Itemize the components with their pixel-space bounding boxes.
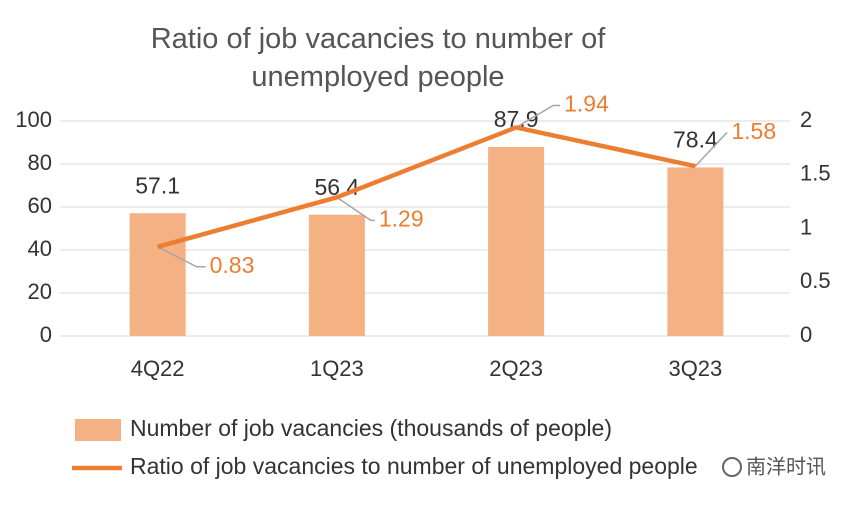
line [157, 125, 696, 249]
line-value-label: 1.29 [379, 205, 424, 231]
line-value-label: 0.83 [210, 252, 255, 278]
line-value-label: 1.94 [564, 91, 609, 117]
x-tick-label: 1Q23 [310, 356, 364, 381]
y-tick-label: 60 [28, 193, 52, 218]
y-tick-label: 0 [40, 322, 52, 347]
legend-label: Number of job vacancies (thousands of pe… [130, 415, 612, 441]
leader-line [694, 132, 728, 167]
legend-label: Ratio of job vacancies to number of unem… [130, 453, 698, 479]
bar [308, 214, 365, 336]
bar [667, 167, 724, 336]
y-tick-label: 40 [28, 236, 52, 261]
leader-line [336, 196, 375, 222]
bar [488, 147, 545, 336]
watermark-icon [722, 457, 742, 477]
legend-swatch [75, 419, 121, 441]
x-tick-label: 4Q22 [131, 356, 185, 381]
watermark-bg [718, 452, 838, 482]
line-value-label: 1.58 [731, 118, 776, 144]
y2-tick-label: 1 [800, 214, 812, 239]
y-tick-label: 20 [28, 279, 52, 304]
y2-tick-label: 2 [800, 107, 812, 132]
y2-tick-label: 1.5 [800, 161, 831, 186]
bar-value-label: 57.1 [135, 172, 180, 198]
leader-line [515, 104, 561, 129]
y-tick-label: 100 [15, 107, 52, 132]
leader-line [157, 246, 206, 268]
y2-tick-label: 0.5 [800, 268, 831, 293]
x-tick-label: 3Q23 [668, 356, 722, 381]
bar [129, 213, 186, 336]
bar-value-label: 78.4 [673, 127, 718, 153]
x-tick-label: 2Q23 [489, 356, 543, 381]
y2-tick-label: 0 [800, 322, 812, 347]
chart-title: Ratio of job vacancies to number of unem… [150, 23, 606, 93]
y-tick-label: 80 [28, 150, 52, 175]
watermark: 南洋时讯 [746, 455, 826, 478]
